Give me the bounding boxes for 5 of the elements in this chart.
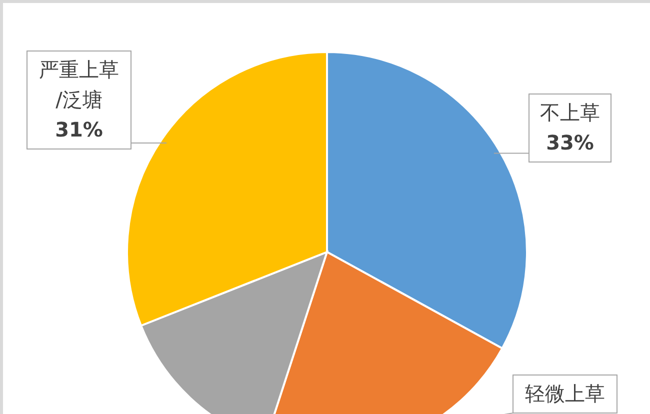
slice-label: 轻微上草 [525,382,605,406]
data-label: 33% [546,130,594,155]
data-label: 31% [55,118,103,142]
slice-label: 不上草 [540,100,600,125]
slice-label: 严重上草/泛塘 [39,58,119,112]
